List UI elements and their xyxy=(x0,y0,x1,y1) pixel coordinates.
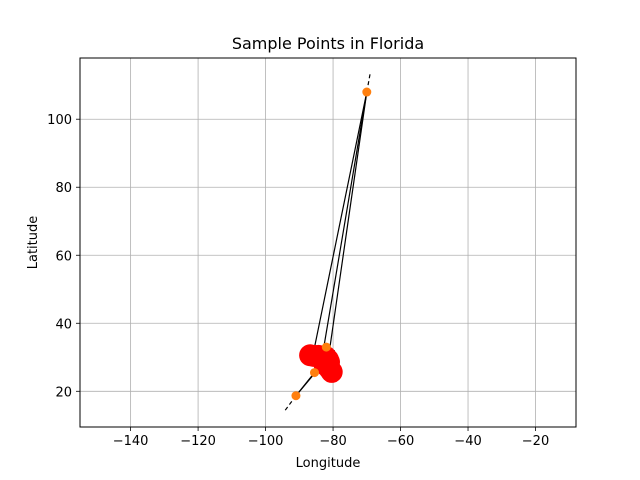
x-tick-label: −40 xyxy=(454,434,481,449)
y-tick-label: 20 xyxy=(55,385,72,400)
data-points xyxy=(291,87,372,401)
y-tick-label: 80 xyxy=(55,181,72,196)
x-axis-title: Longitude xyxy=(296,456,361,471)
plot-frame xyxy=(79,57,577,428)
y-axis-title: Latitude xyxy=(26,216,41,270)
x-tick-label: −100 xyxy=(248,434,284,449)
y-tick-label: 100 xyxy=(47,113,72,128)
chart-title: Sample Points in Florida xyxy=(232,34,424,53)
y-tick-label: 60 xyxy=(55,249,72,264)
orange-data-point xyxy=(321,342,331,352)
line-segment xyxy=(327,91,368,361)
orange-data-point xyxy=(362,87,372,97)
orange-data-point xyxy=(291,391,301,401)
x-axis-ticks: −140 −120 −100 −80 −60 −40 −20 xyxy=(113,427,549,449)
red-data-point xyxy=(318,351,341,374)
line-segment xyxy=(320,91,368,363)
y-tick-label: 40 xyxy=(55,317,72,332)
x-tick-label: −120 xyxy=(180,434,216,449)
line-segment xyxy=(312,91,368,356)
x-tick-label: −140 xyxy=(113,434,149,449)
x-tick-label: −20 xyxy=(522,434,549,449)
x-tick-label: −60 xyxy=(387,434,414,449)
x-tick-label: −80 xyxy=(319,434,346,449)
orange-data-point xyxy=(310,368,320,378)
y-axis-ticks: 20 40 60 80 100 xyxy=(47,113,80,400)
